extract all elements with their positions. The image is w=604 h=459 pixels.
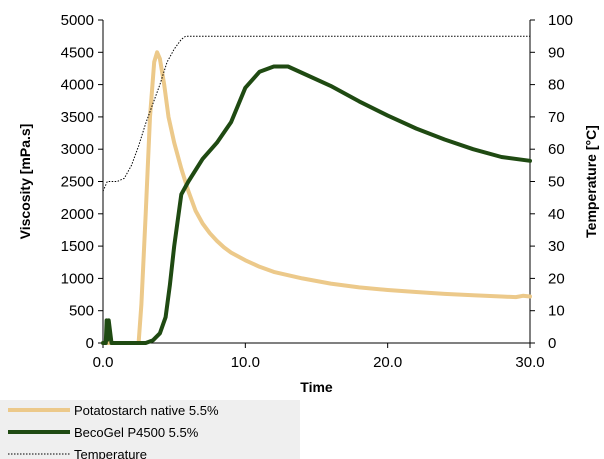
y-left-tick-label: 3500 <box>61 109 94 126</box>
y-right-tick-label: 20 <box>548 270 565 287</box>
y-left-tick-label: 5000 <box>61 12 94 29</box>
y-left-tick-label: 4500 <box>61 44 94 61</box>
legend-label: BecoGel P4500 5.5% <box>74 425 199 440</box>
y-right-tick-label: 90 <box>548 44 565 61</box>
legend-label: Temperature <box>74 447 147 459</box>
y-right-tick-label: 0 <box>548 335 556 352</box>
y-right-tick-label: 60 <box>548 141 565 158</box>
y-right-tick-label: 100 <box>548 12 573 29</box>
y-right-tick-label: 80 <box>548 77 565 94</box>
x-tick-label: 10.0 <box>231 354 260 371</box>
y-left-tick-label: 4000 <box>61 77 94 94</box>
y-axis-left-title: Viscosity [mPa.s] <box>17 124 33 240</box>
axes: 0500100015002000250030003500400045005000… <box>61 12 573 371</box>
legend: Potatostarch native 5.5% BecoGel P4500 5.… <box>0 400 300 459</box>
x-tick-label: 20.0 <box>373 354 402 371</box>
y-right-tick-label: 50 <box>548 174 565 191</box>
y-left-tick-label: 0 <box>86 335 94 352</box>
x-tick-label: 0.0 <box>93 354 114 371</box>
x-tick-label: 30.0 <box>515 354 544 371</box>
series-layer <box>101 35 532 345</box>
y-right-tick-label: 10 <box>548 303 565 320</box>
y-left-tick-label: 500 <box>69 303 94 320</box>
y-right-tick-label: 30 <box>548 238 565 255</box>
y-right-tick-label: 70 <box>548 109 565 126</box>
y-right-tick-label: 40 <box>548 206 565 223</box>
y-left-tick-label: 2500 <box>61 174 94 191</box>
y-left-tick-label: 1000 <box>61 270 94 287</box>
y-left-tick-label: 1500 <box>61 238 94 255</box>
legend-label: Potatostarch native 5.5% <box>74 403 219 418</box>
series-0-line <box>101 50 532 345</box>
y-left-tick-label: 3000 <box>61 141 94 158</box>
series-1-line <box>101 64 532 345</box>
y-axis-right-title: Temperature [°C] <box>583 125 599 238</box>
y-left-tick-label: 2000 <box>61 206 94 223</box>
x-axis-title: Time <box>300 379 333 395</box>
